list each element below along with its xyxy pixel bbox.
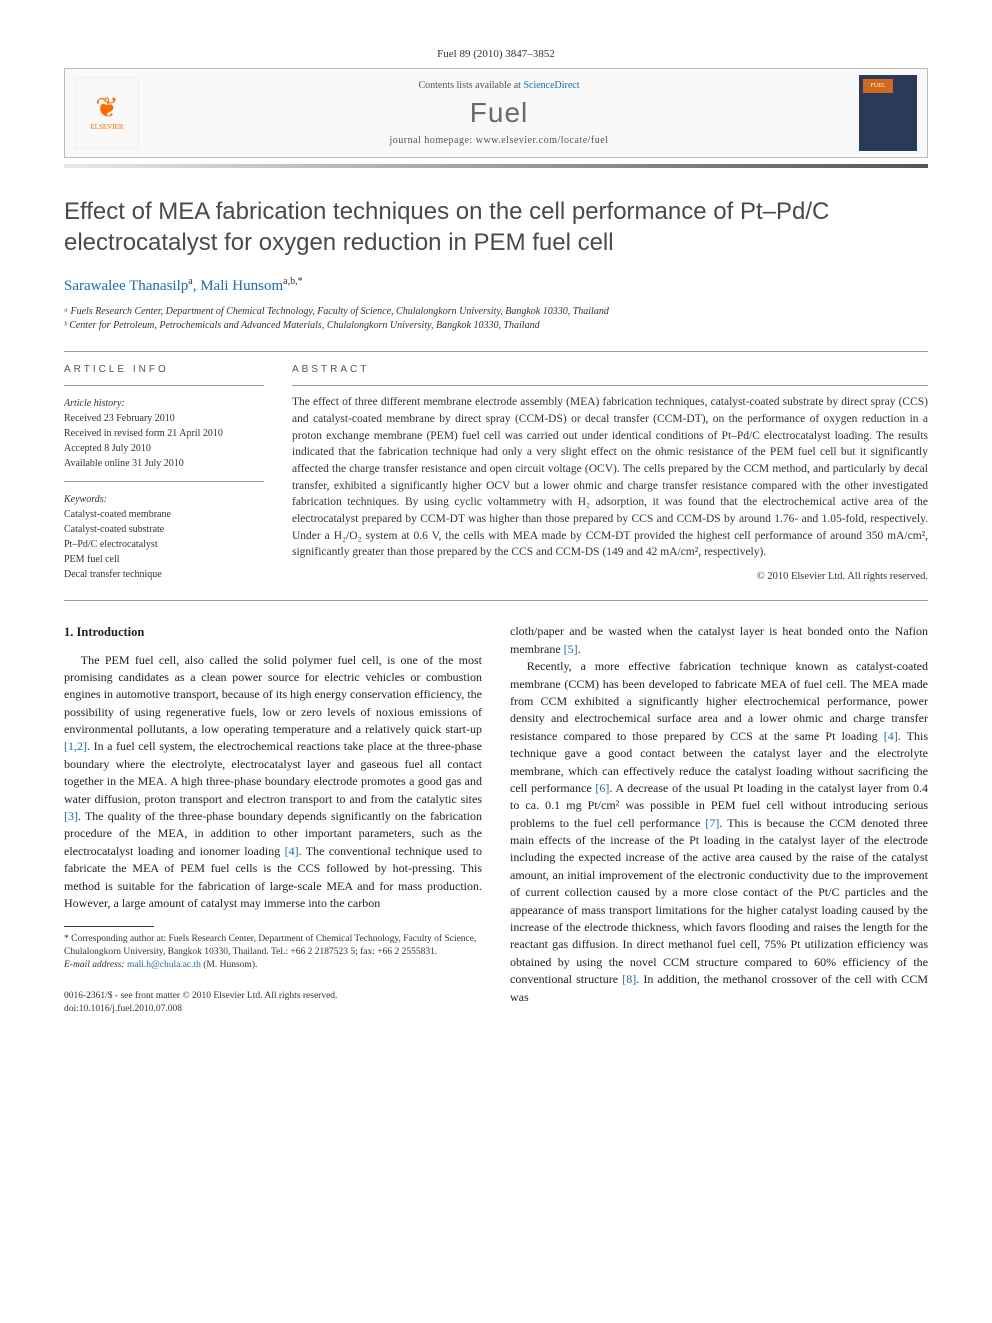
homepage-prefix: journal homepage: (390, 135, 476, 146)
history-received: Received 23 February 2010 (64, 411, 264, 426)
doi-line: doi:10.1016/j.fuel.2010.07.008 (64, 1003, 482, 1016)
intro-para-2a: cloth/paper and be wasted when the catal… (510, 623, 928, 658)
author-1-marks: a (188, 276, 192, 287)
abstract-divider (292, 385, 928, 386)
email-footnote: E-mail address: mali.h@chula.ac.th (M. H… (64, 959, 482, 972)
affiliation-b: ᵇ Center for Petroleum, Petrochemicals a… (64, 319, 928, 333)
article-info-label: ARTICLE INFO (64, 364, 264, 375)
history-revised: Received in revised form 21 April 2010 (64, 426, 264, 441)
article-title: Effect of MEA fabrication techniques on … (64, 196, 928, 258)
journal-name: Fuel (139, 97, 859, 129)
introduction-heading: 1. Introduction (64, 623, 482, 641)
info-divider-2 (64, 481, 264, 482)
article-info-column: ARTICLE INFO Article history: Received 2… (64, 364, 264, 582)
sciencedirect-link[interactable]: ScienceDirect (523, 80, 579, 91)
keyword-2: Catalyst-coated substrate (64, 522, 264, 537)
cover-logo: FUEL (863, 79, 893, 93)
header-gradient-bar (64, 164, 928, 168)
issn-line: 0016-2361/$ - see front matter © 2010 El… (64, 990, 482, 1003)
contents-prefix: Contents lists available at (418, 80, 523, 91)
footnote-separator (64, 926, 154, 927)
body-column-right: cloth/paper and be wasted when the catal… (510, 623, 928, 1015)
section-divider-bottom (64, 600, 928, 601)
abstract-label: ABSTRACT (292, 364, 928, 375)
corresponding-email-link[interactable]: mali.h@chula.ac.th (127, 960, 201, 970)
abstract-copyright: © 2010 Elsevier Ltd. All rights reserved… (292, 571, 928, 582)
homepage-url[interactable]: www.elsevier.com/locate/fuel (476, 135, 609, 146)
history-accepted: Accepted 8 July 2010 (64, 441, 264, 456)
intro-para-1: The PEM fuel cell, also called the solid… (64, 652, 482, 913)
journal-header-box: ❦ ELSEVIER Contents lists available at S… (64, 68, 928, 158)
abstract-text: The effect of three different membrane e… (292, 394, 928, 561)
author-2-marks: a,b,* (283, 276, 302, 287)
history-online: Available online 31 July 2010 (64, 456, 264, 471)
body-column-left: 1. Introduction The PEM fuel cell, also … (64, 623, 482, 1015)
author-1[interactable]: Sarawalee Thanasilp (64, 278, 188, 294)
corresponding-author-footnote: * Corresponding author at: Fuels Researc… (64, 933, 482, 959)
keyword-4: PEM fuel cell (64, 552, 264, 567)
intro-para-2b: Recently, a more effective fabrication t… (510, 658, 928, 1006)
affiliations: ᵃ Fuels Research Center, Department of C… (64, 305, 928, 333)
footer-issn-doi: 0016-2361/$ - see front matter © 2010 El… (64, 990, 482, 1016)
elsevier-logo: ❦ ELSEVIER (75, 77, 139, 149)
email-label: E-mail address: (64, 960, 125, 970)
journal-homepage-line: journal homepage: www.elsevier.com/locat… (139, 135, 859, 146)
keyword-5: Decal transfer technique (64, 567, 264, 582)
journal-reference: Fuel 89 (2010) 3847–3852 (64, 48, 928, 60)
keyword-1: Catalyst-coated membrane (64, 507, 264, 522)
elsevier-tree-icon: ❦ (95, 95, 118, 123)
author-2[interactable]: Mali Hunsom (200, 278, 283, 294)
publisher-name: ELSEVIER (90, 123, 123, 131)
keywords-heading: Keywords: (64, 492, 264, 507)
body-two-column: 1. Introduction The PEM fuel cell, also … (64, 623, 928, 1015)
section-divider-top (64, 351, 928, 352)
abstract-column: ABSTRACT The effect of three different m… (292, 364, 928, 582)
info-divider (64, 385, 264, 386)
email-person: (M. Hunsom). (203, 960, 257, 970)
keyword-3: Pt–Pd/C electrocatalyst (64, 537, 264, 552)
article-history-heading: Article history: (64, 396, 264, 411)
authors-line: Sarawalee Thanasilpa, Mali Hunsoma,b,* (64, 276, 928, 295)
journal-cover-thumbnail: FUEL (859, 75, 917, 151)
contents-available-line: Contents lists available at ScienceDirec… (139, 80, 859, 91)
affiliation-a: ᵃ Fuels Research Center, Department of C… (64, 305, 928, 319)
